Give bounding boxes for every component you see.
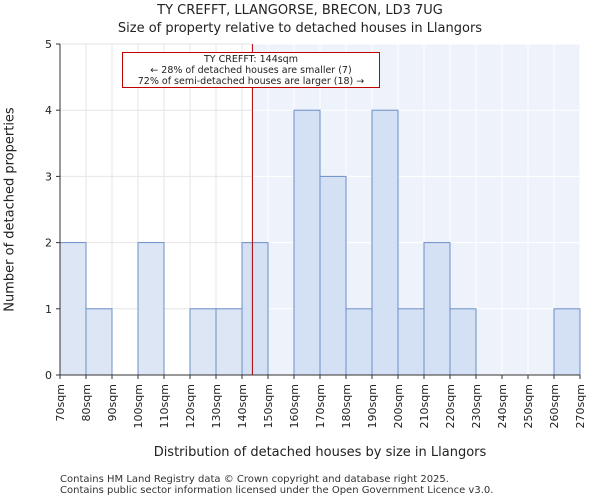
annotation-line-1: TY CREFFT: 144sqm xyxy=(204,54,298,65)
x-tick-label: 260sqm xyxy=(548,384,561,428)
x-tick-label: 120sqm xyxy=(184,384,197,428)
x-tick-label: 190sqm xyxy=(366,384,379,428)
x-tick-label: 140sqm xyxy=(236,384,249,428)
bar-130sqm xyxy=(215,308,243,376)
bar-140sqm xyxy=(241,242,269,376)
x-tick-label: 240sqm xyxy=(496,384,509,428)
bar-120sqm xyxy=(189,308,217,376)
x-tick-label: 230sqm xyxy=(470,384,483,428)
bar-210sqm xyxy=(423,242,451,376)
bar-220sqm xyxy=(449,308,477,376)
x-tick-label: 90sqm xyxy=(106,384,119,421)
chart-subtitle: Size of property relative to detached ho… xyxy=(117,21,483,36)
annotation-line-3: 72% of semi-detached houses are larger (… xyxy=(137,76,365,87)
x-tick-label: 250sqm xyxy=(522,384,535,428)
x-tick-label: 80sqm xyxy=(80,384,93,421)
x-tick-label: 130sqm xyxy=(210,384,223,428)
bar-70sqm xyxy=(59,242,87,376)
x-axis-label: Distribution of detached houses by size … xyxy=(153,445,487,460)
x-tick-label: 220sqm xyxy=(444,384,457,428)
footer-line-2: Contains public sector information licen… xyxy=(60,485,494,496)
bar-180sqm xyxy=(345,308,373,376)
bar-260sqm xyxy=(553,308,581,376)
bar-170sqm xyxy=(319,175,347,376)
x-tick-label: 270sqm xyxy=(574,384,587,428)
x-tick-label: 160sqm xyxy=(288,384,301,428)
footer-line-1: Contains HM Land Registry data © Crown c… xyxy=(60,474,449,485)
bar-100sqm xyxy=(137,242,165,376)
bar-190sqm xyxy=(371,109,399,376)
x-tick-label: 180sqm xyxy=(340,384,353,428)
y-tick-label: 1 xyxy=(45,303,52,316)
x-tick-label: 150sqm xyxy=(262,384,275,428)
x-tick-label: 210sqm xyxy=(418,384,431,428)
x-tick-label: 170sqm xyxy=(314,384,327,428)
annotation-line-2: ← 28% of detached houses are smaller (7) xyxy=(150,65,352,76)
bar-80sqm xyxy=(85,308,113,376)
y-tick-label: 0 xyxy=(45,369,52,382)
y-tick-label: 4 xyxy=(45,104,52,117)
y-tick-label: 2 xyxy=(45,237,52,250)
y-axis-label-text: Number of detached properties xyxy=(2,107,18,312)
chart-title: TY CREFFT, LLANGORSE, BRECON, LD3 7UG xyxy=(157,3,443,18)
x-tick-label: 200sqm xyxy=(392,384,405,428)
x-tick-label: 110sqm xyxy=(158,384,171,428)
x-tick-label: 100sqm xyxy=(132,384,145,428)
x-tick-label: 70sqm xyxy=(54,384,67,421)
bar-200sqm xyxy=(397,308,425,376)
annotation-box: TY CREFFT: 144sqm ← 28% of detached hous… xyxy=(122,52,380,88)
y-tick-label: 5 xyxy=(45,38,52,51)
bar-160sqm xyxy=(293,109,321,376)
y-tick-label: 3 xyxy=(45,170,52,183)
